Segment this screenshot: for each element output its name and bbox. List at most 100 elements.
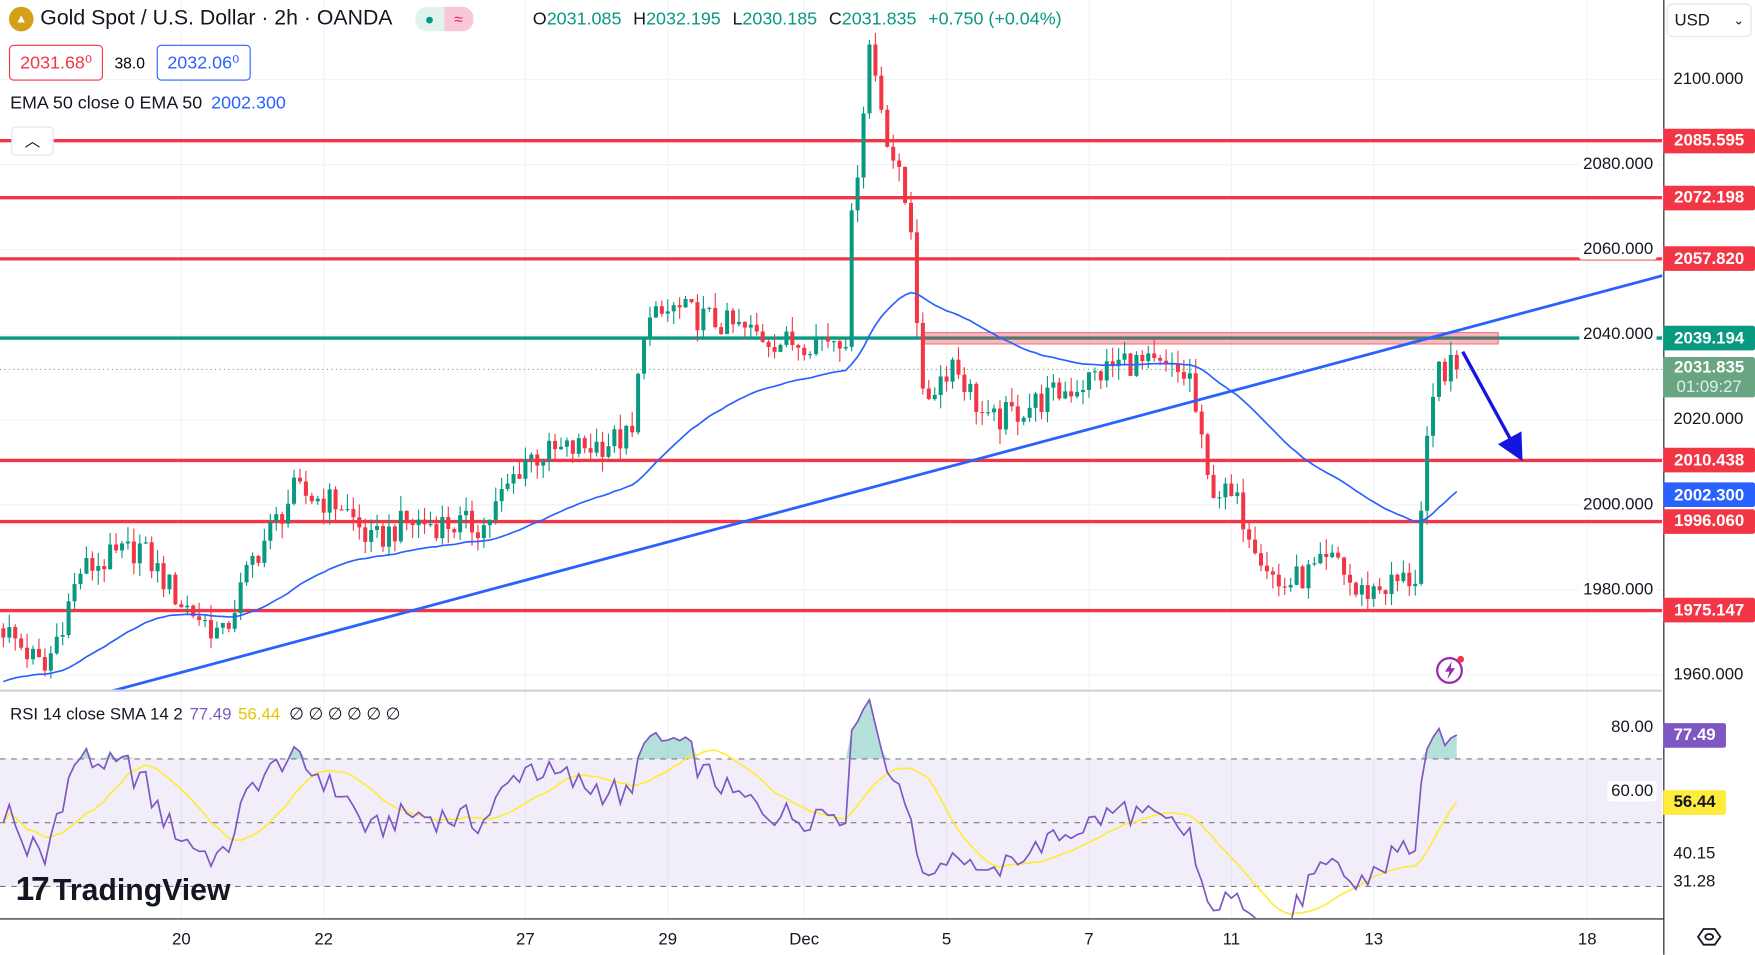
candle (659, 300, 664, 317)
candle-body (155, 563, 160, 572)
candle (185, 595, 190, 615)
candle (1442, 358, 1447, 386)
candle-body (547, 440, 552, 462)
candle (1383, 589, 1388, 605)
candle-body (861, 113, 866, 178)
candle-body (677, 305, 682, 308)
symbol-legend[interactable]: ▲ Gold Spot / U.S. Dollar · 2h · OANDA ●… (8, 6, 474, 32)
candle (226, 621, 231, 633)
chart-settings-eye-icon[interactable] (1696, 927, 1722, 947)
price-tick-label: 2040.000 (1579, 324, 1657, 345)
candle (1448, 341, 1453, 392)
bearish-forecast-arrow (1461, 350, 1523, 462)
candle (351, 497, 356, 531)
candle (956, 347, 961, 380)
candle-body (244, 564, 249, 583)
candle-body (1092, 371, 1097, 373)
ema-legend-label: EMA 50 close 0 EMA 50 (10, 94, 203, 114)
candle-body (986, 412, 991, 414)
price-pane[interactable] (0, 32, 1664, 696)
currency-select[interactable]: USD ⌄ (1666, 3, 1752, 37)
high-value: 2032.195 (646, 10, 721, 30)
time-tick-label: 11 (1222, 930, 1241, 950)
price-tick-label: 2060.000 (1579, 239, 1657, 260)
candle (564, 437, 569, 457)
candle (1330, 544, 1335, 559)
candle-body (1442, 361, 1447, 382)
price-tick-label: 2100.000 (1673, 69, 1744, 89)
collapse-legend-button[interactable]: ︿ (11, 126, 54, 156)
candle (375, 514, 380, 538)
candle-body (683, 298, 688, 308)
candle-body (303, 481, 308, 496)
rsi-legend[interactable]: RSI 14 close SMA 14 2 77.49 56.44 ∅ ∅ ∅ ∅ ∅… (10, 704, 400, 724)
ema-legend[interactable]: EMA 50 close 0 EMA 50 2002.300 (10, 94, 286, 114)
candle (570, 440, 575, 464)
candle (1270, 567, 1275, 589)
sell-price-button[interactable]: 2031.68⁰ (8, 44, 104, 81)
candle-body (742, 321, 747, 328)
candle-body (1081, 389, 1086, 393)
candle (78, 568, 83, 590)
candle (19, 633, 24, 651)
candle (897, 153, 902, 182)
candle-body (1454, 354, 1459, 370)
candle-body (469, 510, 475, 533)
candle (487, 519, 492, 538)
lightning-alert-icon[interactable] (1435, 654, 1466, 685)
candle-body (962, 374, 967, 393)
candle (1069, 377, 1074, 403)
candle (286, 489, 291, 528)
buy-price-button[interactable]: 2032.06⁰ (156, 44, 251, 81)
candle-body (357, 517, 362, 528)
candle (1217, 491, 1222, 509)
rsi-pane[interactable] (0, 697, 1663, 929)
candle-body (1431, 396, 1436, 436)
candle-body (1235, 492, 1240, 497)
rsi-overbought-fill (1427, 737, 1434, 759)
candle-body (736, 321, 741, 325)
candle-body (428, 524, 433, 526)
rsi-overbought-fill (1438, 728, 1445, 759)
candle-body (938, 376, 943, 395)
candle-body (897, 160, 902, 167)
candle-body (25, 647, 30, 660)
candle-body (1205, 434, 1210, 475)
candle-body (944, 376, 949, 382)
tradingview-logo[interactable]: 17 TradingView (16, 871, 231, 909)
candle (689, 298, 694, 304)
current-price-value: 2031.835 (1674, 358, 1745, 378)
candle (1051, 374, 1056, 401)
candle (54, 623, 59, 655)
candle (1063, 381, 1068, 400)
candle (333, 486, 338, 521)
candle (903, 166, 908, 205)
candle (90, 551, 95, 581)
candle-body (1395, 574, 1400, 582)
candle (108, 532, 113, 570)
candle-body (1110, 361, 1115, 367)
candle-body (1389, 574, 1394, 595)
candle (914, 219, 919, 338)
candle (802, 344, 807, 361)
candle-body (1306, 564, 1311, 589)
candle-body (1270, 571, 1275, 575)
candle-body (831, 341, 836, 343)
candle (725, 302, 730, 335)
candle (837, 338, 842, 362)
candle (1294, 554, 1299, 586)
candle (790, 317, 795, 351)
candle-body (1264, 565, 1269, 572)
candle-body (671, 305, 676, 312)
candle-body (908, 202, 914, 233)
candle-body (1, 628, 6, 638)
status-pill[interactable]: ● ≈ (414, 6, 474, 32)
candle (1122, 341, 1127, 366)
close-value: 2031.835 (841, 10, 917, 30)
candle (452, 527, 457, 539)
chevron-down-icon: ⌄ (1733, 13, 1744, 28)
candle (665, 299, 670, 322)
candle (434, 516, 439, 541)
candle (179, 600, 184, 608)
